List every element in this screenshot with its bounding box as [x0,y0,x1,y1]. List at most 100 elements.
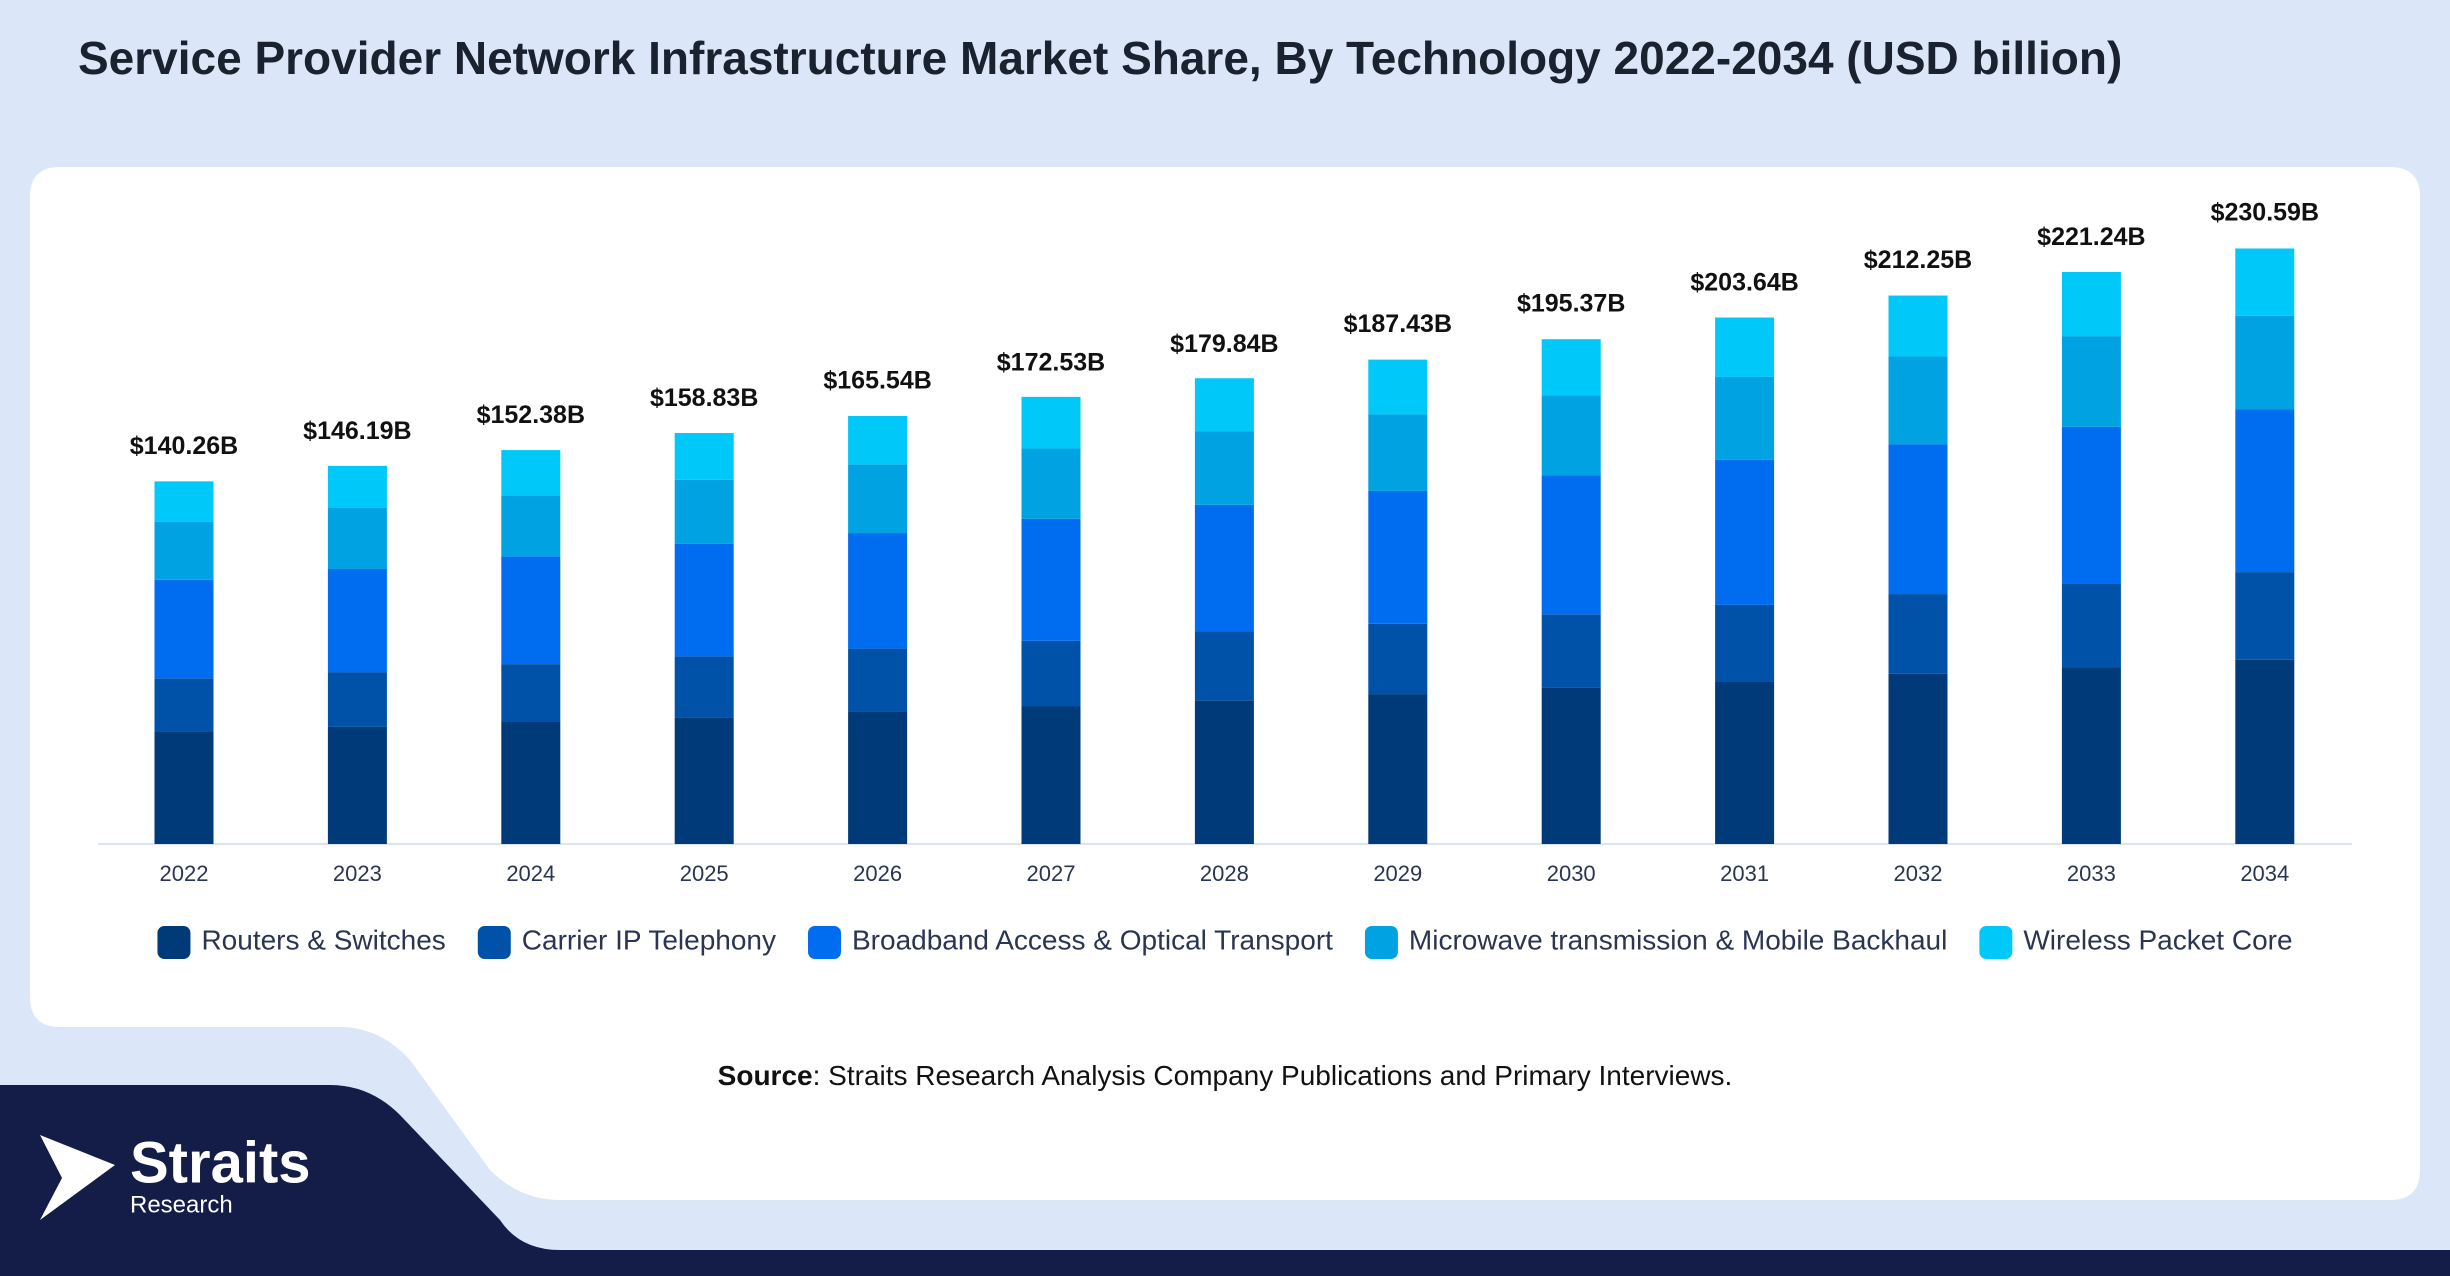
bar-segment [2235,409,2295,573]
bar-segment [327,568,387,673]
bar-segment [1541,395,1601,476]
bar-segment [1368,623,1428,695]
legend-label: Carrier IP Telephony [522,924,776,955]
x-tick-label: 2024 [506,861,555,886]
bar-segment [1021,518,1081,641]
bar-segment [1194,700,1254,844]
bar-segment [1541,475,1601,615]
source-text: : Straits Research Analysis Company Publ… [813,1060,1733,1091]
x-tick-label: 2031 [1720,861,1769,886]
x-tick-label: 2027 [1027,861,1076,886]
bar-segment [1021,448,1081,519]
bar-segment [501,450,561,496]
bar-segment [848,648,908,712]
bar-segment [1888,673,1948,844]
bar-segment [2235,572,2295,660]
bar-segment [674,543,734,657]
bar-segment [1715,604,1775,682]
bar-segment [1194,504,1254,632]
x-tick-label: 2033 [2067,861,2116,886]
bar-segment [154,481,214,522]
bar-segment [674,656,734,718]
chart-title: Service Provider Network Infrastructure … [78,32,2122,84]
total-label: $158.83B [650,384,758,412]
total-label: $165.54B [823,367,931,395]
total-label: $187.43B [1344,310,1452,338]
x-tick-label: 2034 [2240,861,2289,886]
bar-segment [327,672,387,727]
bar-segment [501,722,561,844]
total-label: $140.26B [130,432,238,460]
total-label: $146.19B [303,417,411,445]
x-tick-label: 2022 [160,861,209,886]
bar-segment [1021,640,1081,707]
x-tick-label: 2032 [1894,861,1943,886]
x-tick-label: 2030 [1547,861,1596,886]
bar-segment [1888,444,1948,595]
total-label: $203.64B [1690,268,1798,296]
bar-segment [1715,681,1775,844]
bar-segment [674,717,734,844]
bar-segment [1541,687,1601,844]
bar-segment [154,521,214,580]
bar-segment [501,556,561,665]
bar-segment [501,495,561,557]
bar-segment [327,726,387,844]
bar-segment [1368,359,1428,415]
total-label: $152.38B [477,401,585,429]
bar-segment [1888,356,1948,445]
legend-swatch [157,926,191,959]
x-tick-label: 2028 [1200,861,1249,886]
bar-segment [2061,667,2121,844]
legend-label: Routers & Switches [201,924,445,955]
bar-segment [154,678,214,732]
bar-segment [2061,426,2121,584]
legend-label: Broadband Access & Optical Transport [852,924,1333,955]
bar-segment [2061,272,2121,337]
bar-segment [327,507,387,569]
bar-segment [848,415,908,465]
bar-segment [1715,459,1775,605]
bar-segment [848,464,908,534]
bar-segment [1541,339,1601,396]
total-label: $195.37B [1517,290,1625,318]
source: Source: Straits Research Analysis Compan… [718,1060,1733,1091]
legend-swatch [808,926,841,959]
bar-segment [1194,431,1254,505]
x-tick-label: 2023 [333,861,382,886]
bar-segment [1194,378,1254,432]
bar-segment [2061,583,2121,668]
total-label: $230.59B [2211,199,2319,227]
bar-segment [154,731,214,844]
bar-segment [1541,614,1601,688]
bar-segment [327,465,387,508]
logo-name: Straits [130,1130,311,1195]
bar-segment [1368,490,1428,624]
total-label: $221.24B [2037,223,2145,251]
bar-segment [1368,414,1428,491]
bar-segment [2061,336,2121,427]
x-tick-label: 2029 [1373,861,1422,886]
bar-segment [848,533,908,649]
logo-mark [40,1135,115,1220]
bar-segment [1194,631,1254,701]
total-label: $172.53B [997,349,1105,377]
logo-sub: Research [130,1191,233,1218]
legend-swatch [1979,926,2013,959]
legend-swatch [1364,926,1398,959]
bar-segment [2235,315,2295,410]
legend-swatch [477,926,511,959]
bar-segment [1888,594,1948,674]
bar-segment [1021,396,1081,449]
bar-segment [154,579,214,679]
bar-segment [1368,694,1428,844]
bar-segment [1021,706,1081,844]
footer-band [0,1085,2450,1276]
total-label: $212.25B [1864,246,1972,274]
bar-segment [1715,376,1775,460]
x-tick-label: 2026 [853,861,902,886]
bar-segment [1715,317,1775,377]
bar-segment [2235,248,2295,316]
